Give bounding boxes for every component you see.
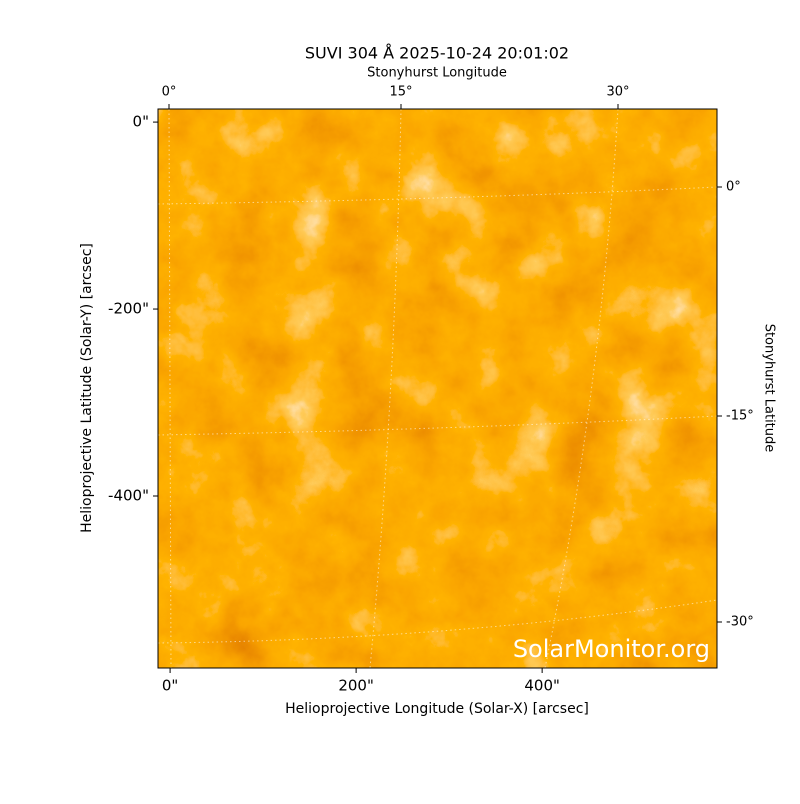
y-tick-label: -400": [108, 487, 149, 505]
axes-frame: [157, 108, 718, 669]
x-tick-label: 200": [338, 677, 374, 695]
y-tick-label: -200": [108, 300, 149, 318]
x-tick-label: 400": [524, 677, 560, 695]
y2-tick-label: -15°: [726, 409, 754, 424]
y2-label: Stonyhurst Latitude: [762, 324, 777, 453]
x2-label: Stonyhurst Longitude: [367, 66, 507, 81]
x-label: Helioprojective Longitude (Solar-X) [arc…: [285, 701, 589, 717]
watermark: SolarMonitor.org: [513, 635, 710, 663]
x2-tick-label: 15°: [389, 85, 412, 100]
y2-tick-label: 0°: [726, 180, 741, 195]
x-tick-label: 0": [162, 677, 178, 695]
coordinate-grid: [158, 109, 717, 668]
y-tick-label: 0": [133, 113, 149, 131]
solar-image: [158, 109, 717, 668]
x2-tick-label: 30°: [606, 85, 629, 100]
y2-tick-label: -30°: [726, 615, 754, 630]
x2-tick-label: 0°: [162, 85, 177, 100]
y-label: Helioprojective Latitude (Solar-Y) [arcs…: [79, 243, 95, 533]
chart-title: SUVI 304 Å 2025-10-24 20:01:02: [305, 44, 569, 63]
